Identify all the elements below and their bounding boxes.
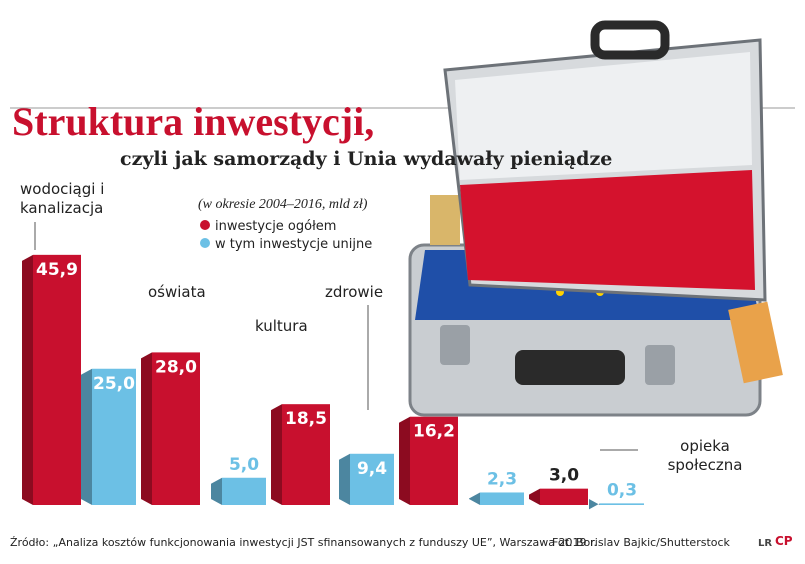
logo: LR — [758, 538, 773, 549]
bar-side — [22, 254, 33, 505]
bar-side — [81, 368, 92, 505]
bar-side — [271, 404, 282, 505]
legend-marker — [200, 220, 210, 230]
bar — [33, 254, 81, 505]
value-label: 45,9 — [36, 260, 78, 280]
category-label: zdrowie — [325, 283, 384, 301]
note: (w okresie 2004–2016, mld zł) — [198, 197, 368, 212]
bar-side — [339, 453, 350, 505]
bar — [600, 503, 644, 505]
bar-side — [399, 416, 410, 505]
bar-side — [469, 492, 480, 505]
logo: CP — [775, 534, 793, 548]
value-label: 18,5 — [285, 409, 327, 429]
bar — [92, 368, 136, 505]
bar — [282, 404, 330, 505]
legend-label: inwestycje ogółem — [215, 219, 336, 234]
chart-subtitle: czyli jak samorządy i Unia wydawały pien… — [120, 148, 613, 170]
category-label: opieka społeczna — [667, 437, 743, 474]
category-label: oświata — [148, 283, 206, 301]
photo-credit: Fot. Borislav Bajkic/Shutterstock — [552, 536, 730, 549]
bar — [350, 453, 394, 505]
value-label: 0,3 — [607, 480, 637, 500]
chart-title: Struktura inwestycji, — [12, 99, 375, 144]
bar — [410, 416, 458, 505]
legend-marker — [200, 238, 210, 248]
bar-side — [211, 477, 222, 505]
value-label: 28,0 — [155, 357, 197, 377]
value-label: 16,2 — [413, 422, 455, 442]
bar-side — [529, 488, 540, 505]
value-label: 9,4 — [357, 459, 387, 479]
source: Źródło: „Analiza kosztów funkcjonowania … — [10, 536, 597, 549]
value-label: 5,0 — [229, 455, 259, 475]
bar — [152, 352, 200, 505]
legend-label: w tym inwestycje unijne — [215, 237, 372, 252]
bar — [222, 477, 266, 505]
value-label: 2,3 — [487, 469, 517, 489]
suitcase-illustration — [408, 20, 783, 417]
bar-side — [141, 352, 152, 505]
bar — [540, 488, 588, 505]
value-label: 3,0 — [549, 466, 579, 486]
bar-side — [589, 499, 600, 510]
value-label: 25,0 — [93, 374, 135, 394]
bar — [480, 492, 524, 505]
category-label: kultura — [255, 317, 308, 335]
category-label: wodociągi i kanalizacja — [20, 180, 105, 217]
